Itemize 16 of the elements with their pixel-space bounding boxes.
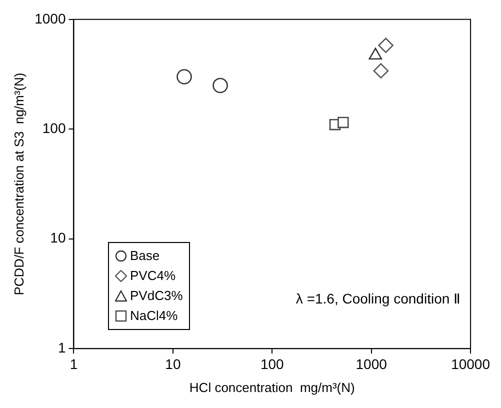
y-axis-title: PCDD/F concentration at S3 ng/m³(N) [11, 72, 26, 296]
x-tick-label: 1000 [356, 356, 388, 372]
x-tick-label: 10000 [451, 356, 490, 372]
legend-label: PVdC3% [130, 287, 183, 305]
y-tick-label: 1000 [34, 10, 66, 26]
annotation: λ =1.6, Cooling condition Ⅱ [296, 290, 461, 307]
legend-label: NaCl4% [130, 307, 178, 325]
x-tick-label: 10 [165, 356, 181, 372]
y-tick-label: 10 [50, 230, 66, 246]
legend-label: PVC4% [130, 267, 176, 285]
y-tick-label: 100 [42, 120, 66, 136]
x-axis-title: HCl concentration mg/m³(N) [189, 380, 355, 395]
y-tick-label: 1 [58, 339, 66, 356]
x-tick-label: 100 [260, 356, 284, 372]
x-tick-label: 1 [70, 356, 78, 372]
legend-label: Base [130, 247, 160, 265]
